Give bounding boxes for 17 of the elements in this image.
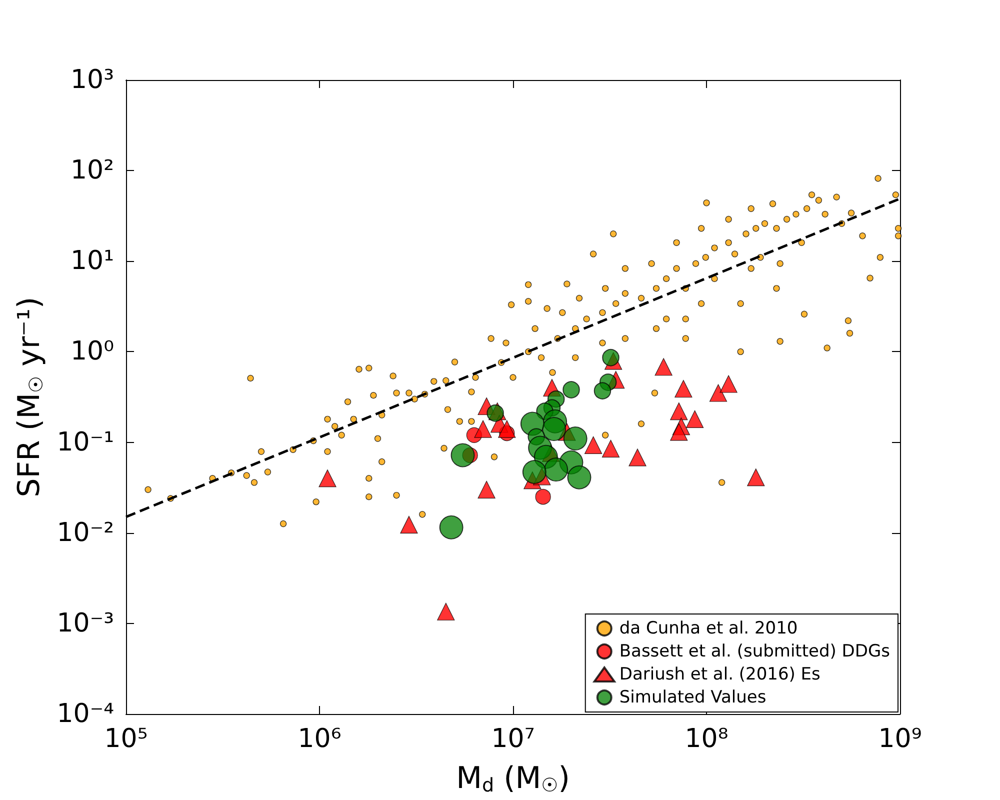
y-axis-title: SFR (M☉ yr⁻¹): [12, 296, 48, 498]
x-tick-label: 10⁹: [878, 724, 922, 754]
y-tick-label: 10¹: [70, 246, 114, 276]
y-tick-label: 10²: [70, 156, 114, 186]
legend-label: Bassett et al. (submitted) DDGs: [619, 642, 890, 662]
legend-label: Dariush et al. (2016) Es: [619, 664, 821, 684]
x-tick-label: 10⁸: [684, 724, 728, 754]
x-tick-label: 10⁶: [298, 724, 342, 754]
legend-label: Simulated Values: [619, 688, 766, 708]
y-tick-label: 10⁰: [70, 336, 114, 367]
x-tick-label: 10⁷: [491, 724, 535, 754]
y-tick-label: 10⁻²: [56, 518, 114, 548]
y-tick-label: 10⁻³: [56, 608, 114, 638]
y-tick-label: 10³: [70, 65, 114, 95]
x-axis-title: Md (M☉): [456, 761, 570, 796]
y-tick-label: 10⁻¹: [56, 427, 114, 458]
legend-label: da Cunha et al. 2010: [619, 618, 798, 638]
